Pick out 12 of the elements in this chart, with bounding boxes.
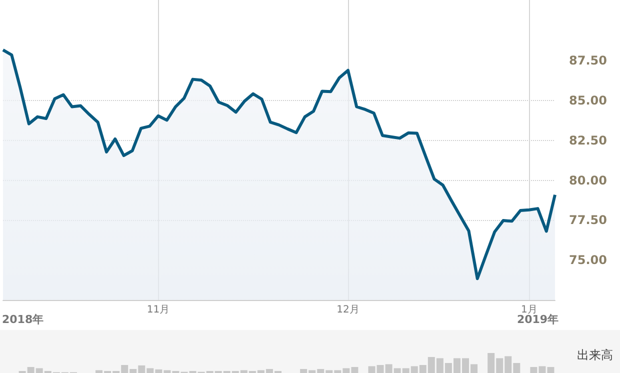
y-tick-label: 85.00 xyxy=(569,94,607,108)
x-tick-label: 12月 xyxy=(336,304,360,316)
y-axis-title: 出来高 xyxy=(577,348,613,362)
text: 2019年 xyxy=(516,313,559,326)
x-tick-label: 11月 xyxy=(146,304,170,316)
text: 2018年 xyxy=(2,313,44,326)
y-tick-label: 80.00 xyxy=(569,173,607,188)
y-tick-label: 75.00 xyxy=(569,253,607,268)
y-tick-label: 87.50 xyxy=(569,54,607,68)
y-tick-label: 77.50 xyxy=(569,213,607,228)
x-tick-label: 1月 xyxy=(520,304,538,316)
y-tick-label: 82.50 xyxy=(569,133,607,148)
